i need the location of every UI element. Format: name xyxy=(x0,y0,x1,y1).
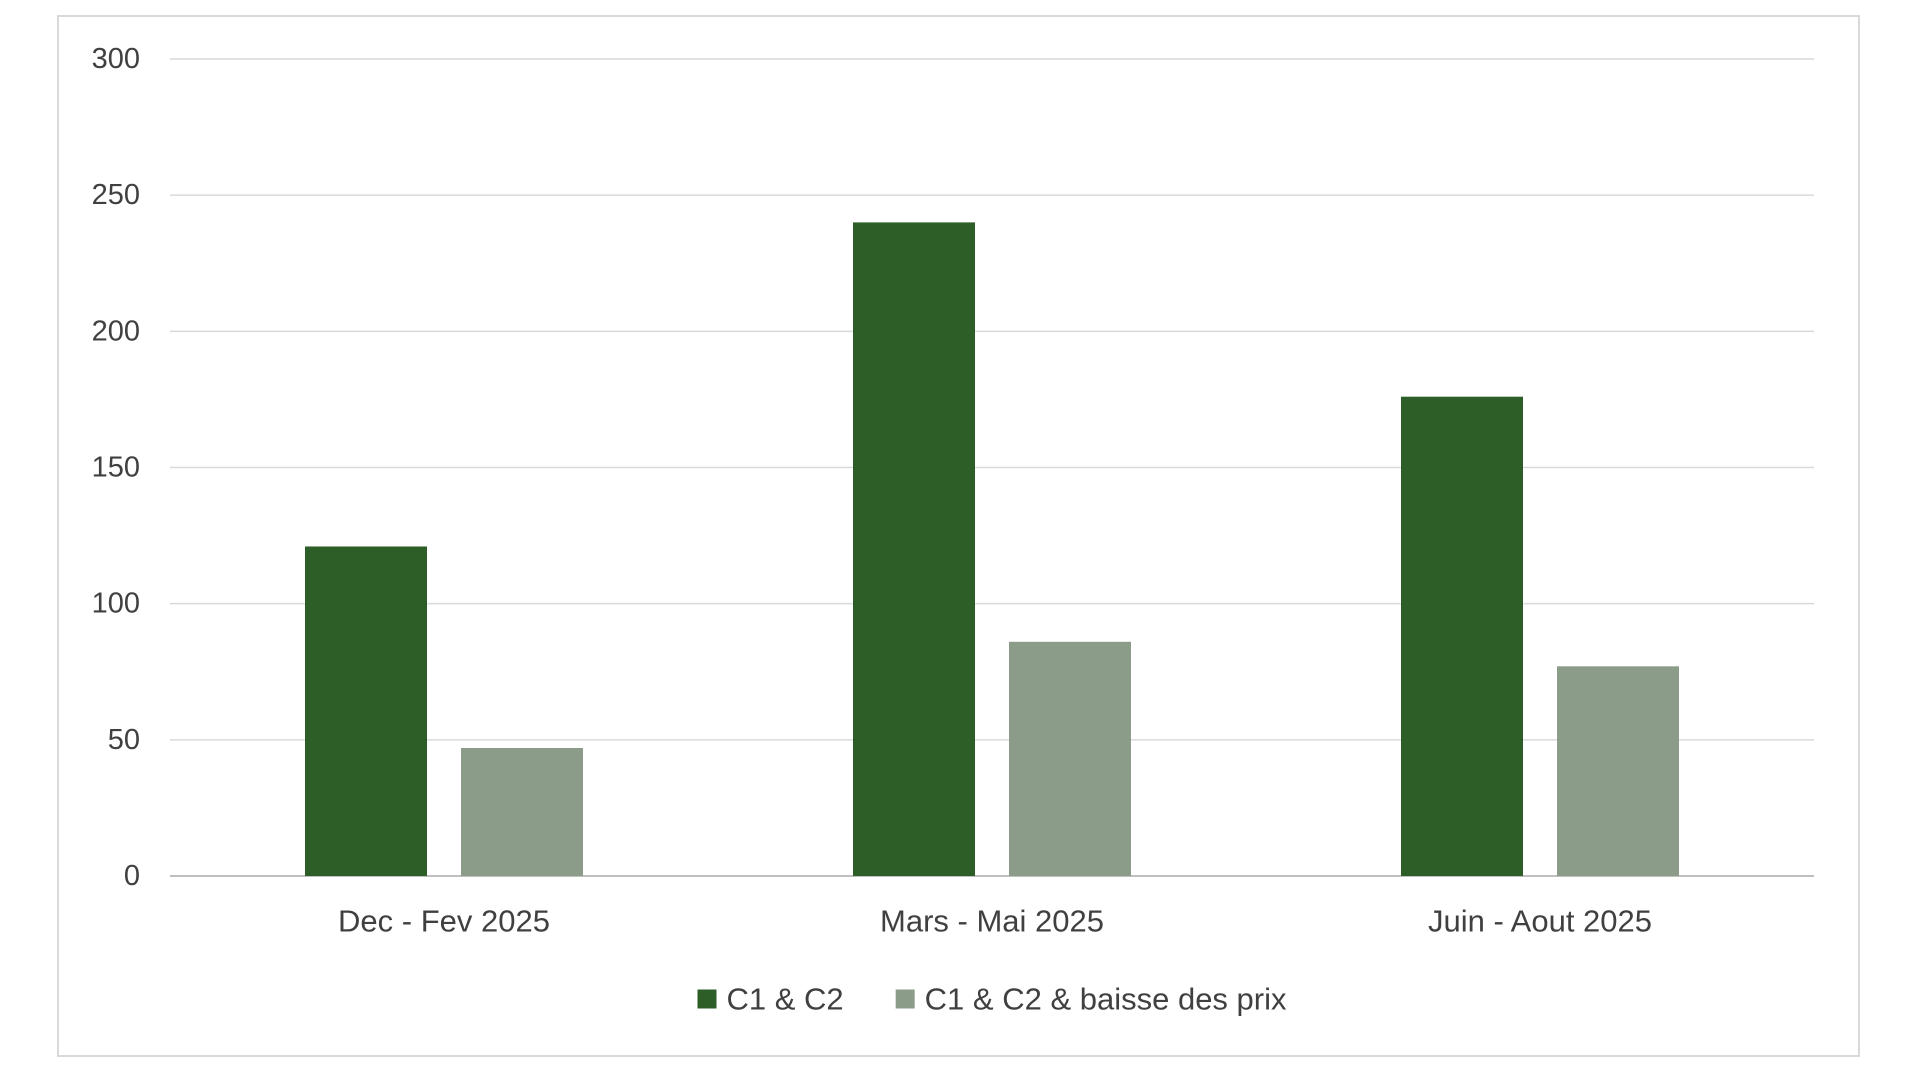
x-category-label: Mars - Mai 2025 xyxy=(880,904,1104,939)
x-category-label: Juin - Aout 2025 xyxy=(1428,904,1652,939)
y-tick-label: 0 xyxy=(124,860,140,892)
x-category-label: Dec - Fev 2025 xyxy=(338,904,550,939)
x-axis-labels: Dec - Fev 2025 Mars - Mai 2025 Juin - Aout… xyxy=(338,904,1652,939)
legend-swatch xyxy=(895,989,915,1009)
y-tick-label: 200 xyxy=(92,315,140,347)
y-tick-label: 100 xyxy=(92,588,140,620)
bar-c1-c2 xyxy=(305,546,427,876)
y-tick-label: 150 xyxy=(92,452,140,484)
legend: C1 & C2 C1 & C2 & baisse des prix xyxy=(697,982,1287,1017)
chart-area: 0 50 100 150 200 250 300 Dec - Fev 2025 Mars - … xyxy=(57,15,1860,1057)
gridlines xyxy=(170,58,1814,877)
y-tick-label: 300 xyxy=(92,43,140,75)
bar-c1-c2-baisse-des-prix xyxy=(1009,641,1131,876)
bar-c1-c2-baisse-des-prix xyxy=(461,748,583,876)
legend-label: C1 & C2 xyxy=(727,982,844,1017)
y-tick-label: 250 xyxy=(92,179,140,211)
bar-c1-c2 xyxy=(1401,396,1523,876)
bar-chart: 0 50 100 150 200 250 300 Dec - Fev 2025 Mars - … xyxy=(92,43,1814,1017)
bar-c1-c2-baisse-des-prix xyxy=(1557,666,1679,876)
legend-swatch xyxy=(697,989,717,1009)
legend-label: C1 & C2 & baisse des prix xyxy=(925,982,1287,1017)
bar-c1-c2 xyxy=(853,222,975,876)
bars xyxy=(305,222,1679,876)
y-tick-label: 50 xyxy=(108,724,140,756)
y-axis-ticks: 0 50 100 150 200 250 300 xyxy=(92,43,140,892)
